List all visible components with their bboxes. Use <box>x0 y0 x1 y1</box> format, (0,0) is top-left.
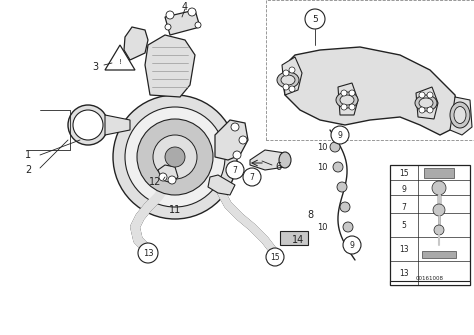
Polygon shape <box>282 47 458 135</box>
Circle shape <box>165 24 171 30</box>
Ellipse shape <box>279 152 291 168</box>
Circle shape <box>427 92 433 98</box>
Circle shape <box>432 181 446 195</box>
Text: 11: 11 <box>169 205 181 215</box>
Circle shape <box>330 142 340 152</box>
Text: 5: 5 <box>401 220 406 229</box>
Circle shape <box>427 107 433 113</box>
Circle shape <box>195 22 201 28</box>
Bar <box>280 231 308 245</box>
Circle shape <box>343 222 353 232</box>
Text: 00161008: 00161008 <box>416 276 444 281</box>
Circle shape <box>125 107 225 207</box>
Text: 9: 9 <box>401 185 406 194</box>
Circle shape <box>349 90 355 96</box>
Polygon shape <box>158 165 178 183</box>
Text: 10: 10 <box>317 222 327 231</box>
Circle shape <box>337 182 347 192</box>
Circle shape <box>168 176 176 184</box>
Circle shape <box>188 8 196 16</box>
Text: 9: 9 <box>337 131 342 139</box>
Circle shape <box>239 136 247 144</box>
Polygon shape <box>165 10 200 35</box>
Circle shape <box>340 202 350 212</box>
Text: !: ! <box>118 59 121 65</box>
Text: 5: 5 <box>312 14 318 23</box>
Text: 10: 10 <box>317 142 327 151</box>
Text: 13: 13 <box>399 245 409 254</box>
Text: 14: 14 <box>292 235 304 245</box>
Circle shape <box>341 90 347 96</box>
Polygon shape <box>208 175 235 195</box>
Ellipse shape <box>340 95 354 105</box>
Circle shape <box>165 147 185 167</box>
Circle shape <box>333 162 343 172</box>
Bar <box>422 251 456 258</box>
Text: 7: 7 <box>401 202 406 211</box>
Text: 15: 15 <box>270 253 280 262</box>
Text: 7: 7 <box>233 165 237 175</box>
Polygon shape <box>282 57 302 95</box>
Circle shape <box>434 225 444 235</box>
Polygon shape <box>145 35 195 97</box>
Circle shape <box>419 107 425 113</box>
Circle shape <box>231 123 239 131</box>
Circle shape <box>343 236 361 254</box>
Ellipse shape <box>336 92 358 108</box>
Polygon shape <box>124 27 148 60</box>
Bar <box>424 168 454 178</box>
Circle shape <box>266 248 284 266</box>
Text: 3: 3 <box>92 62 98 72</box>
Circle shape <box>137 119 213 195</box>
Ellipse shape <box>415 95 437 111</box>
Circle shape <box>226 161 244 179</box>
Text: 9: 9 <box>349 241 355 250</box>
Polygon shape <box>215 120 248 160</box>
Text: 4: 4 <box>182 2 188 12</box>
Circle shape <box>289 67 295 73</box>
Circle shape <box>289 86 295 92</box>
Ellipse shape <box>419 98 433 108</box>
Circle shape <box>283 84 289 90</box>
Circle shape <box>419 92 425 98</box>
Circle shape <box>433 204 445 216</box>
Polygon shape <box>250 150 285 170</box>
Circle shape <box>153 135 197 179</box>
Text: 2: 2 <box>25 165 31 175</box>
Circle shape <box>283 70 289 76</box>
Ellipse shape <box>454 107 466 124</box>
Circle shape <box>166 11 174 19</box>
Text: 8: 8 <box>307 210 313 220</box>
Polygon shape <box>450 97 472 135</box>
Text: 7: 7 <box>250 173 255 182</box>
Polygon shape <box>338 83 358 115</box>
Ellipse shape <box>281 75 295 85</box>
Circle shape <box>331 126 349 144</box>
Circle shape <box>349 104 355 110</box>
Text: 13: 13 <box>399 268 409 277</box>
Bar <box>390 165 470 285</box>
Text: 13: 13 <box>143 249 153 258</box>
Ellipse shape <box>68 105 108 145</box>
Text: 12: 12 <box>149 177 161 187</box>
Text: 6: 6 <box>275 162 281 172</box>
Polygon shape <box>105 45 135 70</box>
Text: 10: 10 <box>317 162 327 172</box>
Circle shape <box>341 104 347 110</box>
Circle shape <box>243 168 261 186</box>
Polygon shape <box>105 115 130 135</box>
Circle shape <box>233 151 241 159</box>
Bar <box>390 281 470 285</box>
Ellipse shape <box>73 110 103 140</box>
Circle shape <box>159 173 167 181</box>
Text: 1: 1 <box>25 150 31 160</box>
Polygon shape <box>416 87 438 119</box>
Ellipse shape <box>450 102 470 128</box>
Circle shape <box>138 243 158 263</box>
Text: 15: 15 <box>399 169 409 178</box>
Circle shape <box>305 9 325 29</box>
Circle shape <box>113 95 237 219</box>
Ellipse shape <box>277 72 299 88</box>
